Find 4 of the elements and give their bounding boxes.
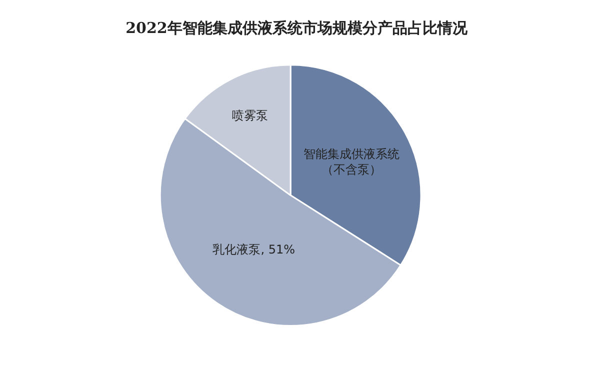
- slice-label: 喷雾泵: [232, 108, 268, 122]
- chart-title: 2022年智能集成供液系统市场规模分产品占比情况: [126, 18, 468, 37]
- slice-label: 智能集成供液系统（不含泵）: [304, 147, 400, 177]
- slice-label: 乳化液泵, 51%: [212, 242, 296, 256]
